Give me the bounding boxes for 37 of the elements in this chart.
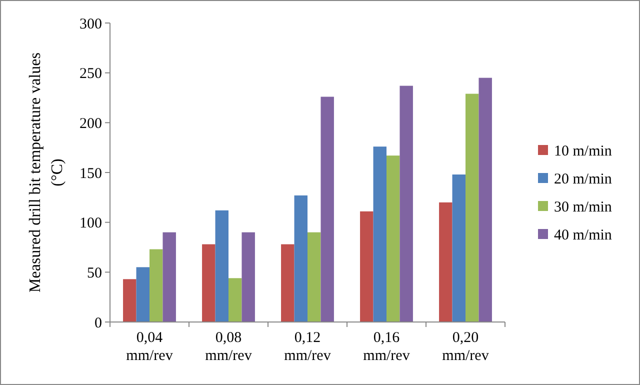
- x-tick-label: 0,12 mm/rev: [284, 330, 332, 364]
- bar: [228, 278, 242, 322]
- y-tick-label: 0: [94, 315, 102, 332]
- x-tick-label: 0,16 mm/rev: [363, 330, 410, 364]
- bar: [202, 244, 216, 322]
- y-axis-title: Measured drill bit temperature values (°C): [27, 52, 66, 292]
- legend-label: 30 m/min: [554, 199, 612, 216]
- bar: [242, 232, 255, 322]
- bar: [150, 249, 163, 322]
- bar: [373, 146, 386, 322]
- bar: [162, 232, 176, 322]
- y-tick-label: 50: [87, 265, 102, 282]
- bar: [466, 94, 479, 322]
- bar: [439, 202, 452, 322]
- y-tick-label: 250: [80, 66, 102, 82]
- bar: [123, 279, 136, 322]
- bar: [308, 232, 321, 322]
- legend-label: 40 m/min: [554, 227, 612, 244]
- bar: [360, 211, 374, 322]
- bar: [320, 96, 334, 322]
- bar: [400, 86, 413, 322]
- x-tick-label: 0,20 mm/rev: [442, 330, 490, 364]
- y-tick-label: 300: [80, 16, 102, 32]
- bar: [386, 156, 400, 322]
- y-tick-label: 100: [80, 216, 102, 232]
- y-tick-label: 200: [80, 116, 102, 132]
- bar: [136, 267, 150, 322]
- bar: [294, 195, 308, 322]
- bar: [281, 244, 294, 322]
- y-tick-label: 150: [80, 166, 102, 182]
- x-tick-label: 0,08 mm/rev: [205, 330, 252, 364]
- legend-label: 10 m/min: [554, 143, 612, 160]
- legend-label: 20 m/min: [554, 171, 612, 188]
- bar: [215, 210, 228, 322]
- bar: [452, 174, 466, 322]
- bar: [478, 78, 492, 322]
- x-tick-label: 0,04 mm/rev: [126, 330, 174, 364]
